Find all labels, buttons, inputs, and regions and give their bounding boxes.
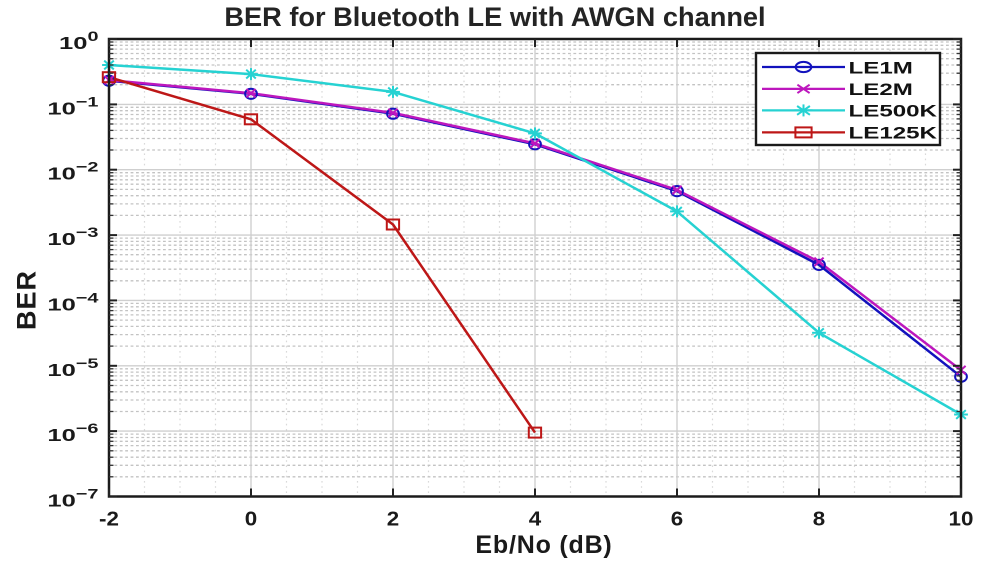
svg-text:Eb/No (dB): Eb/No (dB) bbox=[475, 531, 612, 559]
svg-text:LE2M: LE2M bbox=[849, 81, 913, 100]
svg-text:LE125K: LE125K bbox=[849, 124, 937, 143]
svg-text:0: 0 bbox=[245, 509, 257, 531]
svg-text:10−5: 10−5 bbox=[47, 355, 99, 380]
svg-text:4: 4 bbox=[529, 509, 542, 531]
svg-text:10: 10 bbox=[949, 509, 974, 531]
svg-text:BER for Bluetooth LE with AWGN: BER for Bluetooth LE with AWGN channel bbox=[224, 1, 765, 32]
svg-text:BER: BER bbox=[12, 270, 42, 330]
svg-text:LE500K: LE500K bbox=[849, 102, 937, 121]
svg-text:10−1: 10−1 bbox=[47, 93, 99, 118]
svg-text:-2: -2 bbox=[99, 509, 119, 531]
svg-text:2: 2 bbox=[387, 509, 399, 531]
svg-text:LE1M: LE1M bbox=[849, 59, 913, 78]
svg-text:10−2: 10−2 bbox=[47, 159, 98, 184]
svg-text:8: 8 bbox=[813, 509, 826, 531]
svg-text:6: 6 bbox=[671, 509, 684, 531]
